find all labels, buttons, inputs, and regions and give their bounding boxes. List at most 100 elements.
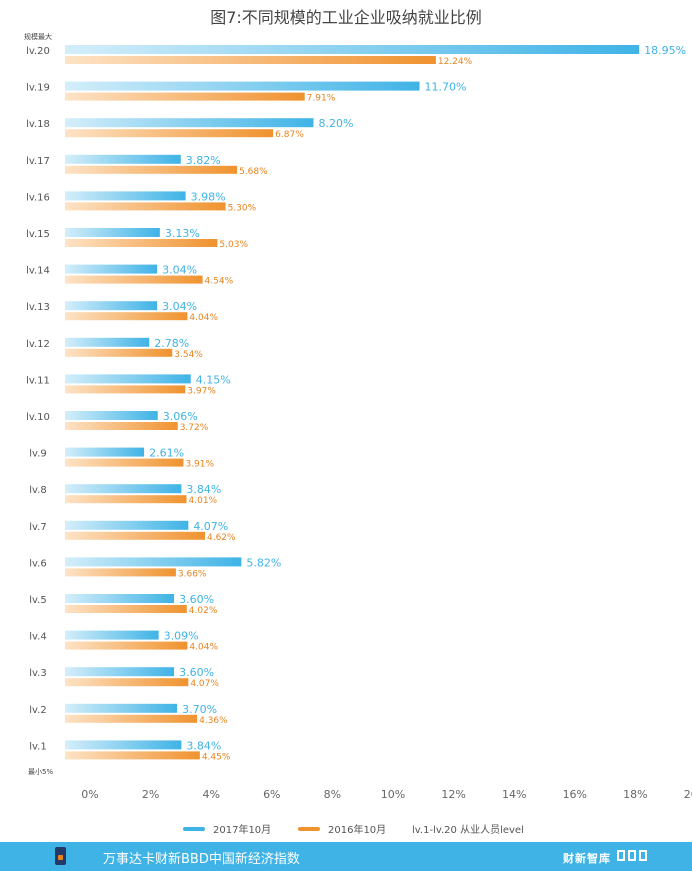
bar-2017 (65, 557, 242, 567)
value-label-2016: 3.54% (174, 350, 203, 360)
value-label-2016: 4.04% (189, 313, 218, 323)
value-label-2016: 3.66% (178, 569, 207, 579)
value-label-2016: 3.97% (187, 386, 216, 396)
bar-2016 (65, 239, 218, 247)
legend-note: lv.1-lv.20 从业人员level (412, 821, 524, 836)
value-label-2017: 3.98% (191, 190, 226, 203)
bar-2016 (65, 165, 238, 174)
x-tick-label: 6% (263, 788, 280, 801)
bar-2017 (65, 630, 159, 640)
category-label: lv.19 (26, 83, 50, 94)
bar-2017 (65, 374, 191, 384)
bar-2016 (65, 531, 205, 540)
card-icon (55, 847, 66, 865)
value-label-2017: 3.60% (179, 666, 214, 679)
category-label: lv.7 (29, 522, 46, 533)
value-label-2016: 5.30% (228, 203, 257, 213)
legend-note-text: lv.1-lv.20 从业人员level (412, 825, 524, 836)
value-label-2017: 11.70% (425, 81, 467, 94)
bar-2016 (65, 275, 203, 284)
value-label-2017: 4.07% (193, 520, 228, 533)
x-tick-label: 20% (684, 788, 692, 801)
category-label: lv.4 (29, 632, 46, 643)
value-label-2016: 4.04% (189, 643, 218, 653)
value-label-2017: 3.60% (179, 593, 214, 606)
value-label-2016: 7.91% (307, 94, 336, 104)
bar-2017 (65, 447, 145, 457)
bar-2017 (65, 337, 150, 347)
legend-label-2017: 2017年10月 (213, 825, 272, 836)
bar-2016 (65, 129, 274, 138)
bottom-note: 最小5% (28, 768, 54, 776)
bar-2016 (65, 641, 188, 650)
bar-2017 (65, 667, 175, 677)
bar-2017 (65, 703, 178, 713)
value-label-2017: 8.20% (318, 117, 353, 130)
bar-2016 (65, 568, 176, 577)
bar-2017 (65, 118, 314, 128)
value-label-2017: 3.13% (165, 227, 200, 240)
bar-2017 (65, 191, 186, 201)
category-label: lv.6 (29, 558, 46, 569)
bar-2016 (65, 678, 189, 687)
bar-2017 (65, 301, 158, 311)
bar-2017 (65, 81, 420, 91)
category-label: lv.1 (29, 741, 46, 752)
bar-2016 (65, 422, 178, 430)
value-label-2016: 4.07% (190, 679, 219, 689)
value-label-2017: 3.84% (186, 483, 221, 496)
bar-2017 (65, 154, 181, 164)
bar-2017 (65, 520, 189, 530)
value-label-2017: 3.06% (163, 410, 198, 423)
category-label: lv.14 (26, 266, 50, 277)
bar-2016 (65, 751, 200, 760)
category-label: lv.2 (29, 705, 46, 716)
bar-2016 (65, 312, 188, 321)
x-tick-label: 0% (81, 788, 98, 801)
category-label: lv.9 (29, 449, 46, 460)
legend-swatch-2016 (298, 826, 320, 831)
chart-title: 图7:不同规模的工业企业吸纳就业比例 (210, 8, 482, 27)
legend-item-2016: 2016年10月 (298, 821, 386, 836)
value-label-2016: 6.87% (275, 130, 304, 140)
value-label-2016: 3.72% (180, 423, 209, 433)
value-label-2017: 3.82% (186, 154, 221, 167)
legend-label-2016: 2016年10月 (328, 825, 387, 836)
value-label-2017: 2.61% (149, 447, 184, 460)
category-label: lv.11 (26, 375, 50, 386)
category-label: lv.10 (26, 412, 50, 423)
value-label-2017: 3.04% (162, 264, 197, 277)
value-label-2016: 3.91% (185, 460, 214, 470)
value-label-2017: 3.84% (186, 739, 221, 752)
bar-2017 (65, 228, 160, 237)
bar-2017 (65, 264, 158, 274)
footer-bar: 万事达卡财新BBD中国新经济指数 财新智库 (0, 842, 692, 871)
bar-2016 (65, 385, 186, 394)
x-tick-label: 14% (502, 788, 526, 801)
category-label: lv.18 (26, 119, 50, 130)
x-tick-label: 2% (142, 788, 159, 801)
bar-2016 (65, 458, 184, 467)
x-tick-label: 12% (441, 788, 465, 801)
x-tick-label: 18% (623, 788, 647, 801)
category-label: lv.8 (29, 485, 46, 496)
category-label: lv.16 (26, 192, 50, 203)
value-label-2016: 4.54% (205, 277, 234, 287)
value-label-2016: 5.68% (239, 167, 268, 177)
bar-2017 (65, 594, 175, 603)
footer-brand: 财新智库 (563, 852, 611, 865)
category-label: lv.20 (26, 46, 50, 57)
category-label: lv.12 (26, 339, 50, 350)
x-tick-label: 4% (202, 788, 219, 801)
value-label-2016: 4.01% (189, 496, 218, 506)
value-label-2017: 3.04% (162, 300, 197, 313)
category-label: lv.13 (26, 302, 50, 313)
bar-2016 (65, 714, 198, 723)
bar-2016 (65, 92, 305, 101)
bar-2016 (65, 202, 226, 211)
value-label-2017: 4.15% (196, 373, 231, 386)
legend: 2017年10月 2016年10月 lv.1-lv.20 从业人员level (0, 821, 692, 836)
bar-2016 (65, 495, 187, 504)
category-label: lv.15 (26, 229, 50, 240)
footer-title: 万事达卡财新BBD中国新经济指数 (103, 852, 300, 867)
